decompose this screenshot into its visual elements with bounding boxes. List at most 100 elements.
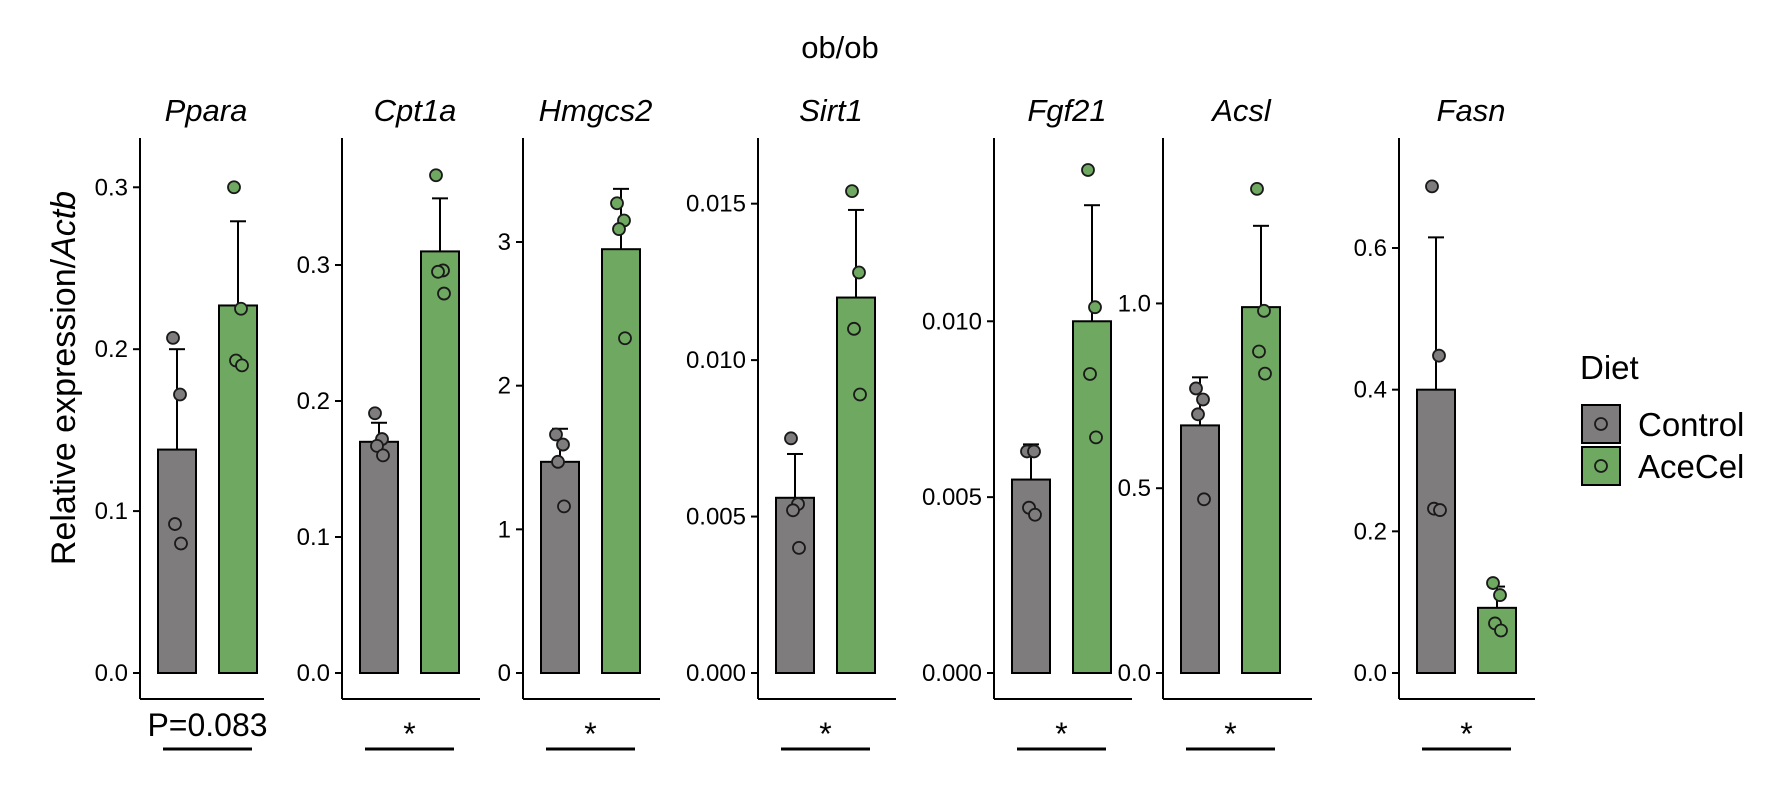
y-tick-label: 0.000 bbox=[686, 660, 746, 687]
y-tick-label: 0.1 bbox=[95, 498, 128, 525]
bar-acecel bbox=[601, 248, 641, 675]
data-point bbox=[1089, 430, 1103, 445]
y-tick-label: 0.005 bbox=[922, 484, 982, 511]
panel-title: Hmgcs2 bbox=[539, 93, 653, 128]
significance-label: * bbox=[819, 716, 831, 752]
panel-title: Fgf21 bbox=[1027, 93, 1106, 128]
bar-control bbox=[540, 460, 580, 674]
panel-hmgcs2: Hmgcs2 0 1 2 3 * bbox=[498, 93, 660, 752]
panel-title: Acsl bbox=[1210, 93, 1272, 128]
data-point bbox=[235, 358, 249, 373]
bar-acecel bbox=[420, 250, 460, 674]
data-point bbox=[845, 184, 859, 199]
y-tick-label: 3 bbox=[498, 229, 511, 256]
legend-key-point bbox=[1594, 417, 1608, 431]
y-tick-label: 0.4 bbox=[1354, 377, 1387, 404]
bar-control bbox=[1180, 424, 1220, 674]
legend-label: AceCel bbox=[1638, 448, 1744, 485]
data-point bbox=[1250, 181, 1264, 196]
bar-control bbox=[775, 496, 815, 674]
data-point bbox=[1493, 588, 1507, 602]
data-point bbox=[784, 431, 798, 446]
y-tick-label: 0.1 bbox=[297, 524, 330, 551]
data-point bbox=[1486, 576, 1500, 590]
data-point bbox=[556, 437, 570, 452]
bar-acecel bbox=[1241, 306, 1281, 674]
y-tick-label: 0.0 bbox=[1354, 660, 1387, 687]
data-point bbox=[227, 180, 241, 195]
y-tick-label: 0.015 bbox=[686, 191, 746, 218]
data-point bbox=[847, 321, 861, 336]
data-point bbox=[1088, 300, 1102, 315]
y-axis-label-italic: Actb bbox=[45, 191, 83, 261]
data-point bbox=[612, 222, 626, 236]
legend-label: Control bbox=[1638, 406, 1744, 443]
data-point bbox=[368, 406, 382, 421]
data-point bbox=[1081, 163, 1095, 177]
panel-ppara: Ppara 0.0 0.1 0.2 0.3 P=0.083 bbox=[95, 93, 268, 751]
data-point bbox=[234, 301, 248, 316]
data-point bbox=[1252, 344, 1266, 359]
y-tick-label: 0.5 bbox=[1118, 475, 1151, 502]
legend: Diet Control AceCel bbox=[1580, 349, 1744, 486]
data-point bbox=[792, 540, 806, 555]
y-tick-label: 0.0 bbox=[95, 660, 128, 687]
data-point bbox=[376, 448, 390, 463]
data-point bbox=[852, 265, 866, 280]
y-tick-label: 0.0 bbox=[1118, 660, 1151, 687]
significance-label: * bbox=[1224, 716, 1236, 752]
significance-label: P=0.083 bbox=[147, 707, 267, 743]
panel-title: Ppara bbox=[165, 93, 248, 128]
panel-title: Fasn bbox=[1437, 93, 1506, 128]
y-tick-label: 0.2 bbox=[95, 336, 128, 363]
data-point bbox=[557, 499, 571, 514]
data-point bbox=[1028, 507, 1042, 522]
data-point bbox=[1191, 407, 1205, 422]
y-tick-label: 0.0 bbox=[297, 660, 330, 687]
data-point bbox=[174, 536, 188, 551]
bar-control bbox=[157, 448, 197, 675]
significance-label: * bbox=[403, 716, 415, 752]
data-point bbox=[173, 387, 187, 402]
y-tick-label: 0.3 bbox=[95, 174, 128, 201]
y-tick-label: 0.6 bbox=[1354, 235, 1387, 262]
data-point bbox=[610, 196, 624, 211]
data-point bbox=[437, 286, 451, 301]
bar-control bbox=[359, 440, 399, 674]
data-point bbox=[549, 427, 563, 442]
significance-label: * bbox=[1460, 716, 1472, 752]
legend-key-point bbox=[1594, 459, 1608, 473]
panel-title: Cpt1a bbox=[374, 93, 457, 128]
legend-key-acecel bbox=[1581, 446, 1621, 486]
data-point bbox=[618, 331, 632, 346]
y-tick-label: 1.0 bbox=[1118, 290, 1151, 317]
data-point bbox=[429, 168, 443, 183]
data-point bbox=[786, 503, 800, 518]
y-tick-label: 0.3 bbox=[297, 252, 330, 279]
significance-label: * bbox=[1055, 716, 1067, 752]
panel-acsl: Acsl 0.0 0.5 1.0 * bbox=[1118, 93, 1312, 752]
y-tick-label: 0.000 bbox=[922, 660, 982, 687]
data-point bbox=[1433, 503, 1447, 517]
data-point bbox=[370, 438, 384, 453]
panel-cpt1a: Cpt1a 0.0 0.1 0.2 0.3 * bbox=[297, 93, 480, 752]
y-tick-label: 0.010 bbox=[922, 308, 982, 335]
y-tick-label: 0.2 bbox=[1354, 518, 1387, 545]
data-point bbox=[1425, 179, 1439, 194]
data-point bbox=[1083, 367, 1097, 381]
y-tick-label: 0 bbox=[498, 660, 511, 687]
data-point bbox=[853, 387, 867, 402]
y-tick-label: 0.010 bbox=[686, 347, 746, 374]
chart-title: ob/ob bbox=[801, 30, 879, 65]
panel-fasn: Fasn 0.0 0.2 0.4 0.6 * bbox=[1354, 93, 1535, 752]
y-axis-label: Relative expression/Actb bbox=[45, 191, 83, 565]
bar-acecel bbox=[836, 296, 876, 674]
data-point bbox=[1196, 392, 1210, 407]
y-axis-label-prefix: Relative expression/ bbox=[45, 258, 83, 565]
data-point bbox=[1257, 303, 1271, 318]
panel-sirt1: Sirt1 0.000 0.005 0.010 0.015 * bbox=[686, 93, 896, 752]
panel-fgf21: Fgf21 0.000 0.005 0.010 * bbox=[922, 93, 1132, 752]
data-point bbox=[1189, 381, 1203, 396]
